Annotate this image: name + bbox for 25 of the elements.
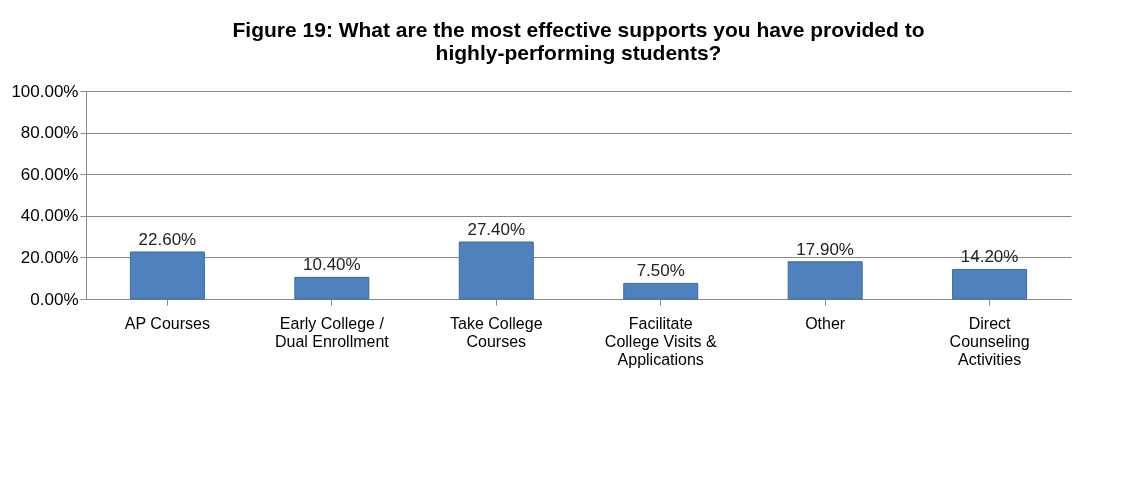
data-label: 7.50% bbox=[636, 261, 685, 281]
data-label: 14.20% bbox=[960, 247, 1019, 267]
x-tick-label: Facilitate College Visits & Applications bbox=[604, 314, 717, 368]
data-label: 17.90% bbox=[796, 239, 854, 259]
y-tick-label: 0.00% bbox=[30, 289, 79, 309]
bar bbox=[787, 261, 863, 300]
x-tick-label: Early College / Dual Enrollment bbox=[274, 314, 390, 350]
x-tick-label: Direct Counseling Activities bbox=[949, 314, 1030, 368]
y-tick-label: 80.00% bbox=[20, 123, 79, 143]
y-tick-label: 40.00% bbox=[20, 206, 79, 226]
y-tick-label: 20.00% bbox=[20, 247, 79, 267]
bar bbox=[129, 251, 205, 300]
data-label: 10.40% bbox=[303, 255, 361, 275]
y-tick-label: 100.00% bbox=[11, 81, 79, 101]
x-tick-label: Take College Courses bbox=[450, 314, 543, 350]
y-tick-label: 60.00% bbox=[20, 164, 79, 184]
chart-title: Figure 19: What are the most effective supports you have provided to highly-performing students? bbox=[232, 18, 925, 64]
x-tick-label: AP Courses bbox=[124, 314, 210, 332]
bar bbox=[952, 268, 1028, 300]
bar bbox=[623, 282, 699, 300]
data-label: 22.60% bbox=[138, 229, 197, 249]
x-tick-label: Other bbox=[805, 314, 846, 332]
data-label: 27.40% bbox=[467, 220, 526, 240]
bar bbox=[458, 241, 534, 300]
bar bbox=[294, 276, 370, 300]
